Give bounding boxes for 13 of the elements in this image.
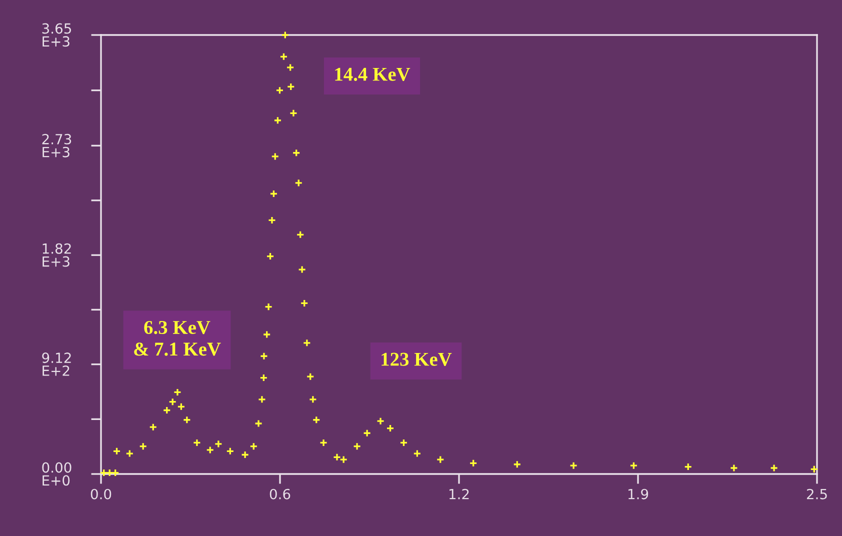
annotation: 6.3 KeV & 7.1 KeV (134, 320, 221, 356)
annotation: 123 KeV (382, 352, 452, 366)
y-tick-label: 2.73E+3 (42, 134, 72, 158)
annotation: 14.4 KeV (335, 68, 410, 81)
y-tick-label: 0.00E+0 (42, 462, 72, 486)
x-tick-label: 0.6 (270, 488, 290, 500)
y-tick-label: 1.82E+3 (42, 243, 71, 267)
x-tick-label: 2.5 (806, 488, 827, 500)
x-tick-label: 0.0 (90, 488, 112, 500)
y-tick-label: 3.65E+3 (42, 23, 71, 47)
x-tick-label: 1.2 (449, 488, 469, 500)
y-tick-label: 9.12E+2 (42, 352, 71, 376)
x-tick-label: 1.9 (628, 488, 648, 500)
